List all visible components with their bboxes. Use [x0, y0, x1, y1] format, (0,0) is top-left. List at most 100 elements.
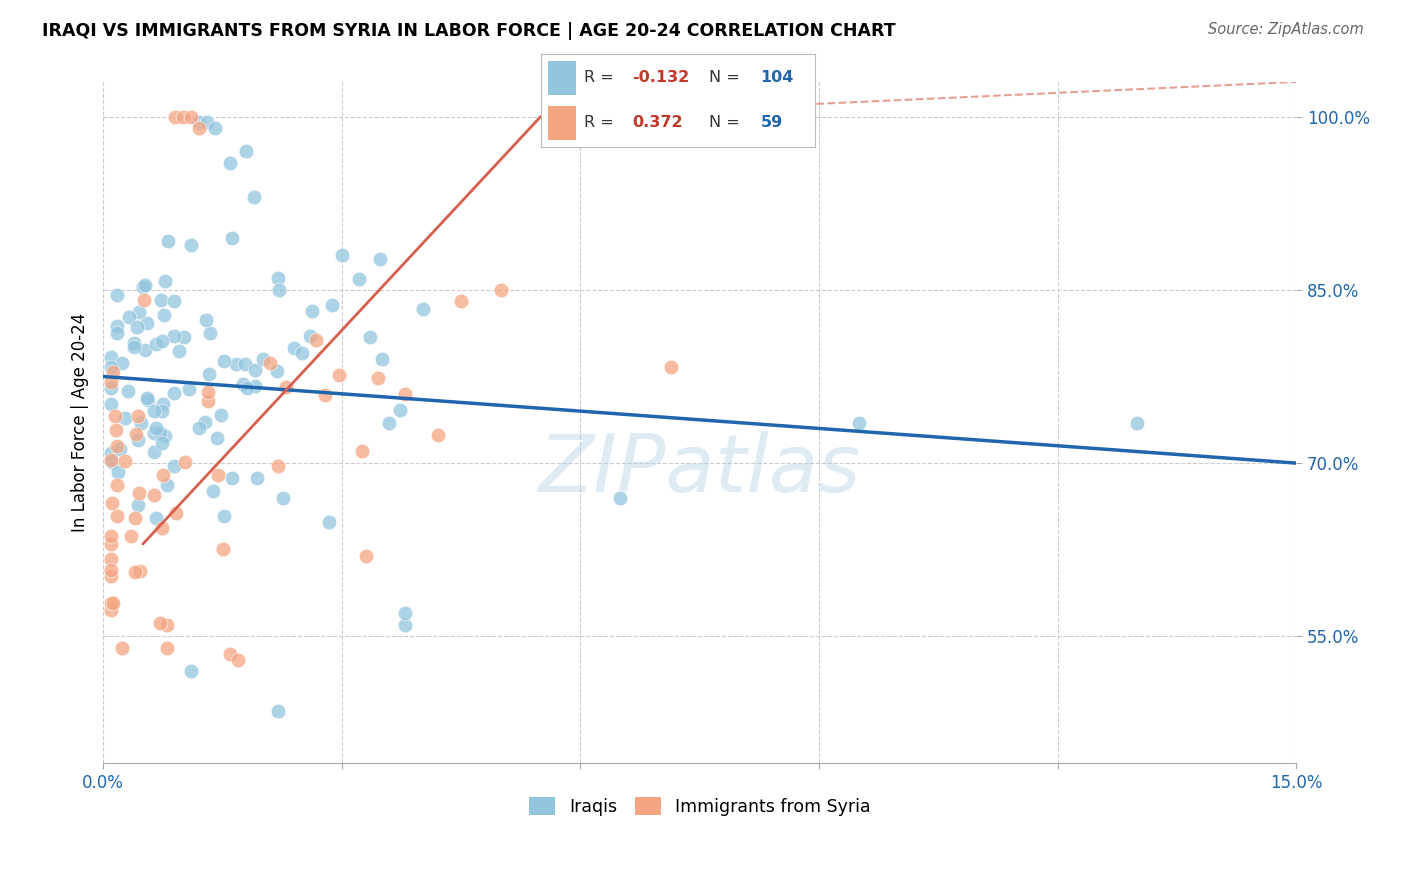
Point — [209, 408, 232, 422]
Point — [136, 393, 159, 408]
Point — [245, 363, 267, 377]
Point — [163, 110, 186, 124]
Point — [174, 455, 197, 469]
Point — [124, 511, 146, 525]
Point — [321, 298, 343, 312]
Point — [228, 652, 250, 666]
Point — [150, 435, 173, 450]
Point — [305, 334, 328, 348]
Point — [152, 334, 174, 349]
Point — [105, 319, 128, 334]
Point — [153, 308, 176, 322]
Point — [370, 352, 392, 367]
Point — [156, 234, 179, 248]
Point — [225, 357, 247, 371]
Point — [197, 394, 219, 409]
Point — [301, 303, 323, 318]
Point — [127, 319, 149, 334]
Point — [318, 515, 340, 529]
Point — [214, 354, 236, 368]
Point — [142, 488, 165, 502]
Point — [291, 346, 314, 360]
Point — [114, 411, 136, 425]
Point — [197, 367, 219, 381]
Point — [389, 403, 412, 417]
Point — [330, 248, 353, 262]
Point — [205, 431, 228, 445]
Point — [101, 365, 124, 379]
Point — [127, 433, 149, 447]
Point — [354, 549, 377, 563]
Point — [243, 190, 266, 204]
Point — [104, 409, 127, 423]
Point — [122, 341, 145, 355]
Point — [105, 326, 128, 340]
Point — [200, 326, 222, 341]
Point — [212, 508, 235, 523]
Point — [243, 378, 266, 392]
Point — [246, 471, 269, 485]
Point — [152, 397, 174, 411]
Point — [172, 110, 194, 124]
Text: R =: R = — [583, 115, 619, 130]
Point — [120, 528, 142, 542]
Point — [135, 316, 157, 330]
Point — [194, 313, 217, 327]
Point — [100, 375, 122, 389]
Point — [107, 465, 129, 479]
Point — [235, 357, 257, 371]
Text: 104: 104 — [761, 70, 794, 86]
Point — [274, 380, 297, 394]
Point — [195, 115, 218, 129]
Point — [156, 640, 179, 655]
Point — [394, 386, 416, 401]
Point — [221, 470, 243, 484]
Point — [100, 596, 122, 610]
Point — [156, 618, 179, 632]
Legend: Iraqis, Immigrants from Syria: Iraqis, Immigrants from Syria — [523, 790, 877, 823]
Point — [127, 498, 149, 512]
Point — [100, 381, 122, 395]
Point — [252, 351, 274, 366]
Point — [207, 467, 229, 482]
Bar — [548, 106, 575, 140]
Point — [100, 350, 122, 364]
Point — [219, 647, 242, 661]
Point — [394, 618, 416, 632]
Point — [298, 329, 321, 343]
Text: N =: N = — [709, 70, 744, 86]
Point — [101, 596, 124, 610]
Point — [100, 397, 122, 411]
Text: N =: N = — [709, 115, 744, 130]
Point — [609, 491, 631, 505]
Text: 59: 59 — [761, 115, 783, 130]
Point — [100, 360, 122, 375]
Point — [283, 341, 305, 355]
Point — [134, 343, 156, 357]
Point — [848, 416, 870, 430]
Point — [127, 409, 149, 423]
Point — [145, 421, 167, 435]
Point — [163, 386, 186, 401]
Point — [347, 272, 370, 286]
Point — [489, 283, 512, 297]
Point — [367, 371, 389, 385]
Point — [117, 384, 139, 399]
Point — [173, 330, 195, 344]
Point — [153, 274, 176, 288]
Point — [188, 421, 211, 435]
Point — [267, 459, 290, 474]
Point — [128, 486, 150, 500]
Point — [105, 288, 128, 302]
Point — [350, 444, 373, 458]
Point — [136, 391, 159, 405]
Point — [180, 664, 202, 678]
Point — [219, 155, 242, 169]
Point — [122, 335, 145, 350]
Y-axis label: In Labor Force | Age 20-24: In Labor Force | Age 20-24 — [72, 313, 89, 533]
Point — [100, 552, 122, 566]
Point — [659, 359, 682, 374]
Point — [105, 439, 128, 453]
Point — [167, 343, 190, 358]
Point — [314, 388, 336, 402]
